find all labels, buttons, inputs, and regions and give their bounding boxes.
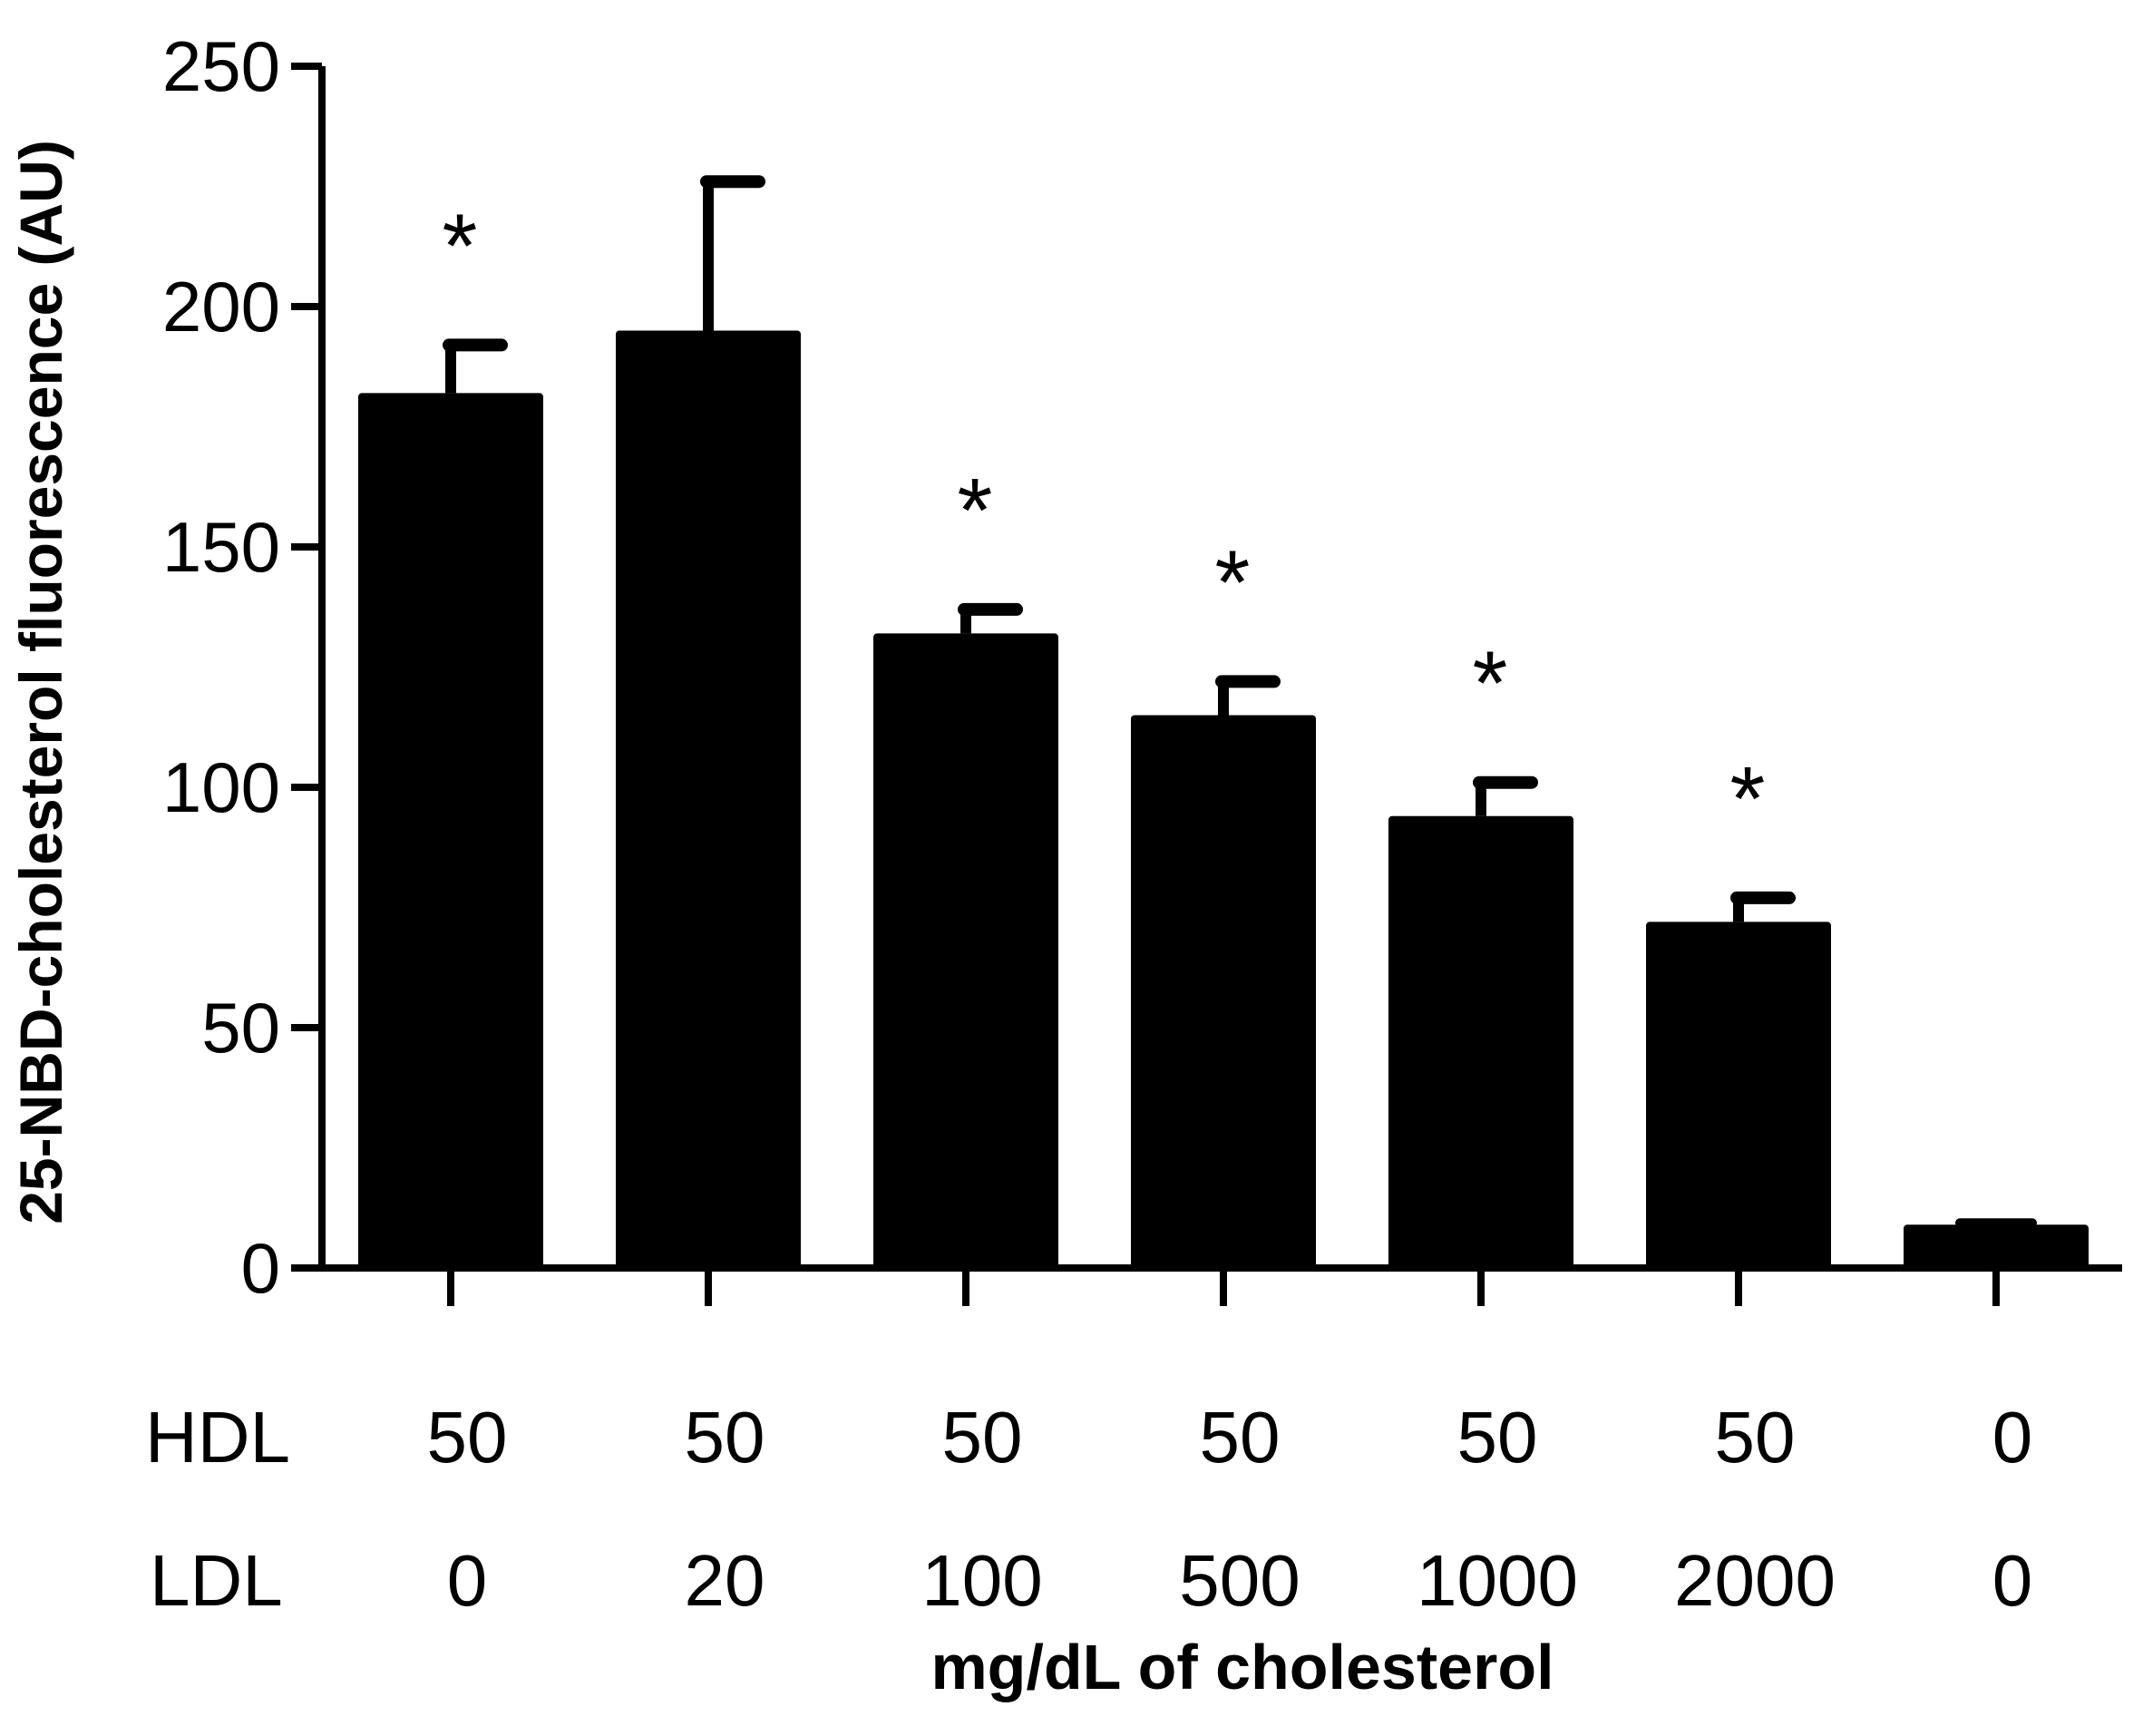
- y-axis: 0 50 100 150 200 250: [162, 26, 326, 1308]
- hdl-value: 50: [1457, 1397, 1538, 1478]
- ldl-value: 0: [1992, 1540, 2033, 1621]
- hdl-value: 0: [1992, 1397, 2033, 1478]
- ldl-value: 500: [1179, 1540, 1300, 1621]
- y-tick-label: 100: [162, 747, 280, 827]
- bar: [1388, 815, 1573, 1268]
- row-label-ldl: LDL: [150, 1540, 283, 1621]
- x-axis: [318, 1264, 2122, 1306]
- significance-star: *: [1473, 633, 1508, 735]
- x-axis-label: mg/dL of cholesterol: [930, 1632, 1554, 1702]
- y-tick-label: 250: [162, 26, 280, 106]
- ldl-value: 0: [447, 1540, 488, 1621]
- ldl-value: 20: [685, 1540, 765, 1621]
- bar: [1646, 922, 1831, 1268]
- row-label-hdl: HDL: [145, 1397, 290, 1478]
- ldl-value: 100: [921, 1540, 1042, 1621]
- y-tick-label: 0: [241, 1228, 280, 1308]
- significance-star: *: [958, 460, 993, 561]
- hdl-value: 50: [1200, 1397, 1281, 1478]
- ldl-value: 1000: [1417, 1540, 1578, 1621]
- hdl-value: 50: [685, 1397, 765, 1478]
- hdl-value: 50: [427, 1397, 508, 1478]
- y-tick-label: 200: [162, 267, 280, 346]
- bar: [616, 330, 801, 1268]
- bar: [873, 633, 1058, 1268]
- y-axis-label: 25-NBD-cholesterol fluorescence (AU): [7, 140, 74, 1224]
- ldl-value: 2000: [1674, 1540, 1836, 1621]
- bar: [358, 393, 543, 1268]
- hdl-value: 50: [1715, 1397, 1796, 1478]
- significance-star: *: [1215, 532, 1251, 633]
- hdl-value: 50: [942, 1397, 1023, 1478]
- y-tick-label: 50: [201, 988, 280, 1068]
- y-tick-label: 150: [162, 507, 280, 587]
- bar: [1904, 1224, 2089, 1268]
- bars: * * * * *: [358, 175, 2089, 1268]
- significance-star: *: [443, 195, 478, 297]
- bar: [1131, 715, 1316, 1268]
- significance-star: *: [1730, 748, 1766, 850]
